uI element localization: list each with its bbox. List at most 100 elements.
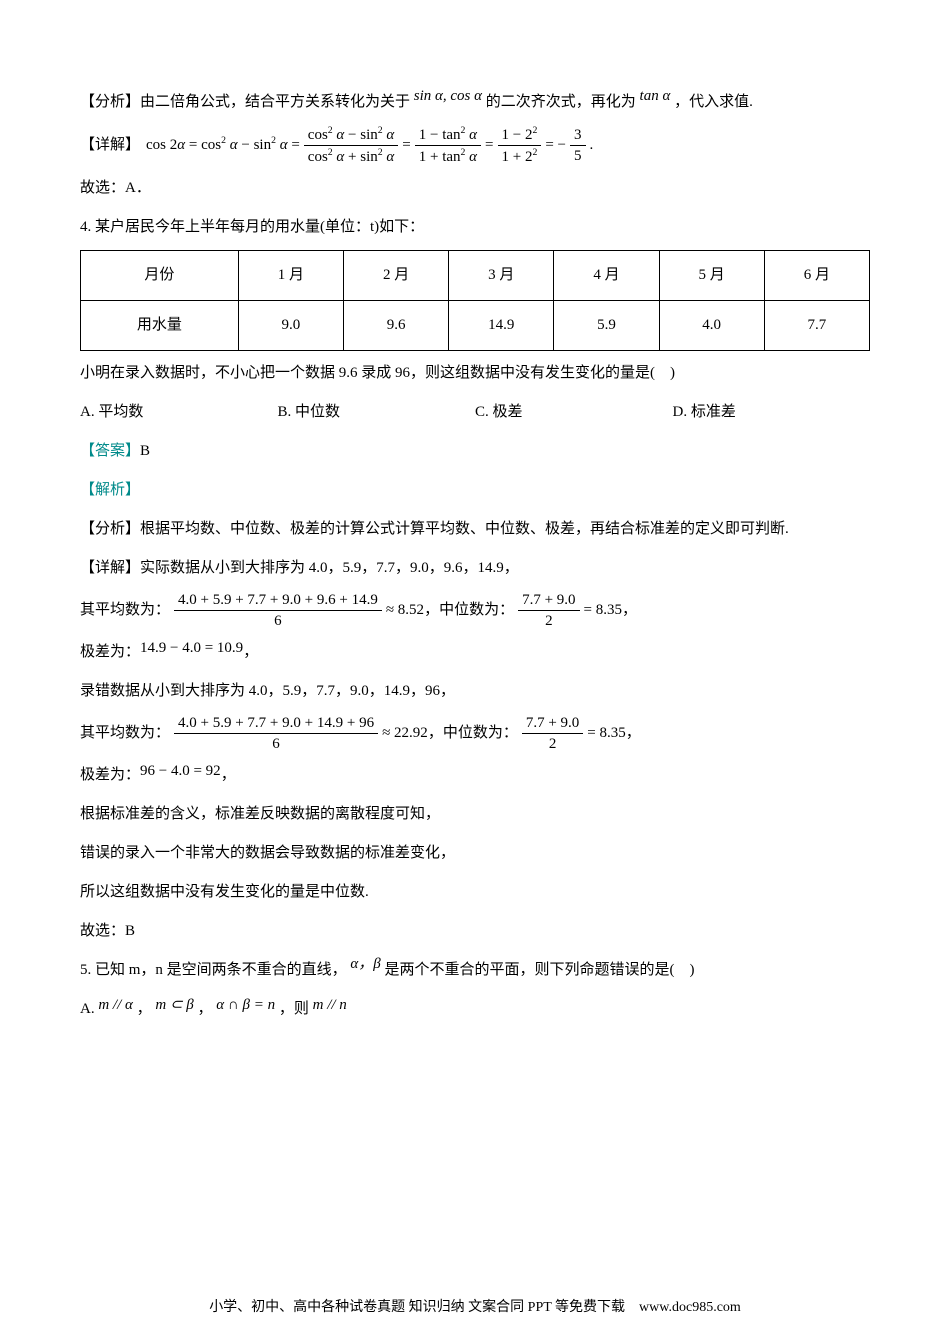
eq-final: = − [545, 129, 566, 162]
answer-val: B [140, 443, 150, 459]
select-a: 故选：A． [80, 172, 870, 205]
median-label: ，中位数为： [424, 594, 514, 627]
q5-m-para-a: m // α [98, 997, 133, 1013]
median1-res: = 8.35 [584, 594, 622, 627]
std3: 所以这组数据中没有发生变化的量是中位数. [80, 876, 870, 909]
median2-frac: 7.7 + 9.0 2 [522, 714, 583, 753]
mean2-den: 6 [174, 734, 378, 753]
eq-eq2: = [485, 129, 493, 162]
range2-line: 极差为： 96 − 4.0 = 92 ， [80, 759, 870, 792]
tan-expr: tan α [640, 88, 671, 104]
td-4: 5.9 [554, 301, 659, 351]
q4-tail: 小明在录入数据时，不小心把一个数据 9.6 录成 96，则这组数据中没有发生变化… [80, 357, 870, 390]
range-label1: 极差为： [80, 636, 140, 669]
td-6: 7.7 [764, 301, 869, 351]
opt-d: D. 标准差 [673, 396, 871, 429]
trig-expr: sin α, cos α [414, 88, 482, 104]
frac4: 3 5 [570, 126, 586, 165]
frac1-den: cos2 α + sin2 α [304, 146, 398, 166]
td-3: 14.9 [449, 301, 554, 351]
q4-stem: 4. 某户居民今年上半年每月的用水量(单位：t)如下： [80, 211, 870, 244]
mean-label2: 其平均数为： [80, 717, 170, 750]
water-table: 月份 1 月 2 月 3 月 4 月 5 月 6 月 用水量 9.0 9.6 1… [80, 250, 870, 351]
frac2-den: 1 + tan2 α [415, 146, 481, 166]
answer-label: 【答案】 [80, 443, 140, 459]
q5-pre: 5. 已知 m，n 是空间两条不重合的直线， [80, 962, 347, 978]
analysis-mid: 的二次齐次式，再化为 [486, 94, 636, 110]
q5-stem: 5. 已知 m，n 是空间两条不重合的直线， α，β 是两个不重合的平面，则下列… [80, 954, 870, 987]
q5-m-in-b: m ⊂ β [155, 997, 193, 1013]
analysis-pre: 【分析】由二倍角公式，结合平方关系转化为关于 [80, 94, 410, 110]
q5-ab: α，β [350, 956, 380, 972]
q5-mid: 是两个不重合的平面，则下列命题错误的是( ) [385, 962, 695, 978]
detail-label: 【详解】 [80, 129, 140, 162]
q5-a-cap-b: α ∩ β = n [216, 997, 275, 1013]
q5-c2: ， [198, 1001, 213, 1017]
median1-frac: 7.7 + 9.0 2 [518, 591, 579, 630]
opt-a: A. 平均数 [80, 396, 278, 429]
select-b: 故选：B [80, 915, 870, 948]
mean2-res: ≈ 22.92 [382, 717, 428, 750]
mean1-line: 其平均数为： 4.0 + 5.9 + 7.7 + 9.0 + 9.6 + 14.… [80, 591, 870, 630]
frac4-num: 3 [570, 126, 586, 146]
comma4: ， [221, 759, 236, 792]
frac4-den: 5 [570, 146, 586, 165]
frac3-den: 1 + 22 [498, 146, 542, 166]
jiexi: 【解析】 [80, 474, 870, 507]
page-footer: 小学、初中、高中各种试卷真题 知识归纳 文案合同 PPT 等免费下载 www.d… [0, 1293, 950, 1324]
eq-eq: = [402, 129, 410, 162]
table-data-row: 用水量 9.0 9.6 14.9 5.9 4.0 7.7 [81, 301, 870, 351]
q4-detail2: 录错数据从小到大排序为 4.0，5.9，7.7，9.0，14.9，96， [80, 675, 870, 708]
comma1: ， [622, 594, 637, 627]
median2-num: 7.7 + 9.0 [522, 714, 583, 734]
q4-analysis: 【分析】根据平均数、中位数、极差的计算公式计算平均数、中位数、极差，再结合标准差… [80, 513, 870, 546]
mean1-frac: 4.0 + 5.9 + 7.7 + 9.0 + 9.6 + 14.9 6 [174, 591, 382, 630]
q5-option-a: A. m // α ， m ⊂ β ， α ∩ β = n ，则 m // n [80, 993, 870, 1026]
td-label: 用水量 [81, 301, 239, 351]
comma2: ， [243, 636, 258, 669]
th-5: 5 月 [659, 251, 764, 301]
mean1-num: 4.0 + 5.9 + 7.7 + 9.0 + 9.6 + 14.9 [174, 591, 382, 611]
opt-c: C. 极差 [475, 396, 673, 429]
frac3: 1 − 22 1 + 22 [498, 125, 542, 166]
range1-line: 极差为： 14.9 − 4.0 = 10.9 ， [80, 636, 870, 669]
td-1: 9.0 [238, 301, 343, 351]
eq-part: cos 2α = cos2 α − sin2 α = [146, 129, 300, 162]
th-6: 6 月 [764, 251, 869, 301]
mean2-line: 其平均数为： 4.0 + 5.9 + 7.7 + 9.0 + 14.9 + 96… [80, 714, 870, 753]
frac1-num: cos2 α − sin2 α [304, 125, 398, 146]
detail-equation: 【详解】 cos 2α = cos2 α − sin2 α = cos2 α −… [80, 125, 870, 166]
median1-den: 2 [518, 611, 579, 630]
std2: 错误的录入一个非常大的数据会导致数据的标准差变化， [80, 837, 870, 870]
q5-a-pre: A. [80, 1001, 98, 1017]
q5-c1: ， [137, 1001, 152, 1017]
td-2: 9.6 [343, 301, 448, 351]
frac3-num: 1 − 22 [498, 125, 542, 146]
th-month: 月份 [81, 251, 239, 301]
eq-chain: cos 2α = cos2 α − sin2 α = cos2 α − sin2… [146, 125, 593, 166]
q5-then: ，则 [279, 1001, 309, 1017]
mean2-num: 4.0 + 5.9 + 7.7 + 9.0 + 14.9 + 96 [174, 714, 378, 734]
range1: 14.9 − 4.0 = 10.9 [140, 632, 243, 665]
q4-detail1: 【详解】实际数据从小到大排序为 4.0，5.9，7.7，9.0，9.6，14.9… [80, 552, 870, 585]
frac1: cos2 α − sin2 α cos2 α + sin2 α [304, 125, 398, 166]
range2: 96 − 4.0 = 92 [140, 755, 221, 788]
eq-dot: . [590, 129, 594, 162]
analysis-line: 【分析】由二倍角公式，结合平方关系转化为关于 sin α, cos α 的二次齐… [80, 86, 870, 119]
analysis-end: ，代入求值. [674, 94, 753, 110]
q5-m-para-n: m // n [313, 997, 347, 1013]
std1: 根据标准差的含义，标准差反映数据的离散程度可知， [80, 798, 870, 831]
mean1-den: 6 [174, 611, 382, 630]
th-1: 1 月 [238, 251, 343, 301]
th-2: 2 月 [343, 251, 448, 301]
frac2-num: 1 − tan2 α [415, 125, 481, 146]
median-label2: ，中位数为： [428, 717, 518, 750]
mean-label: 其平均数为： [80, 594, 170, 627]
range-label2: 极差为： [80, 759, 140, 792]
th-4: 4 月 [554, 251, 659, 301]
mean1-res: ≈ 8.52 [386, 594, 424, 627]
frac2: 1 − tan2 α 1 + tan2 α [415, 125, 481, 166]
median2-den: 2 [522, 734, 583, 753]
td-5: 4.0 [659, 301, 764, 351]
median2-res: = 8.35 [587, 717, 625, 750]
